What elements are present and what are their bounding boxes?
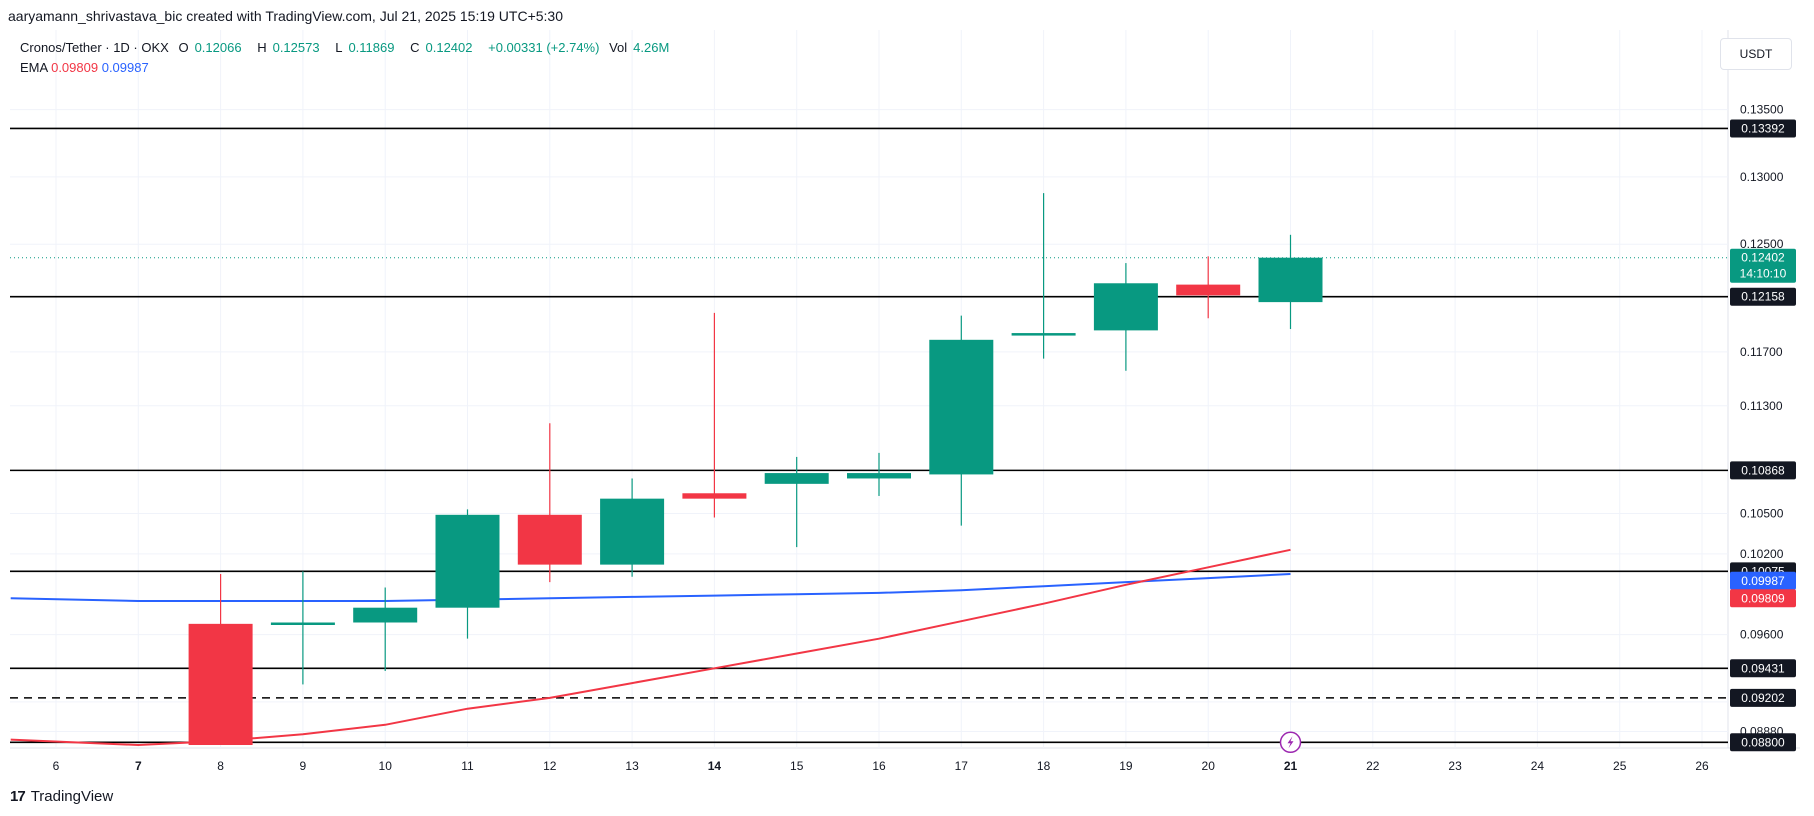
level-price-tag: 0.09431 [1741,661,1785,675]
x-tick-label: 8 [217,759,224,773]
level-price-tag-bg [1730,688,1796,707]
x-tick-label: 16 [872,759,886,773]
candle-body[interactable] [517,514,582,565]
legend-ema-fast-value: 0.09809 [51,60,99,75]
y-tick-label: 0.10200 [1740,547,1784,561]
price-chart[interactable]: 0.13500 0.13000 0.12500 0.11700 0.11300 0.105… [0,30,1814,780]
x-tick-label: 9 [300,759,307,773]
x-tick-label: 21 [1284,759,1298,773]
x-tick-label: 20 [1202,759,1216,773]
legend-close-value: 0.12402 [425,40,473,55]
ema-slow-line[interactable] [10,573,1291,602]
x-tick-label: 15 [790,759,804,773]
y-tick-label: 0.13000 [1740,170,1784,184]
candle-body[interactable] [600,498,665,565]
ema-price-tag-bg [1730,571,1796,590]
legend-open-label: O [178,40,189,55]
y-tick-label: 0.12500 [1740,237,1784,251]
chart-legend: Cronos/Tether · 1D · OKX O 0.12066 H 0.125… [20,38,681,78]
tradingview-logo-icon: 17 [10,788,26,805]
candle-body[interactable] [270,622,335,626]
x-tick-label: 17 [955,759,969,773]
x-tick-label: 7 [135,759,142,773]
y-tick-label: 0.10500 [1740,506,1784,520]
level-price-tag: 0.13392 [1741,121,1785,135]
legend-low-label: L [335,40,343,55]
candle-body[interactable] [435,514,500,608]
candle-body[interactable] [1176,284,1241,296]
ema-price-tag: 0.09987 [1741,574,1785,588]
x-tick-label: 10 [379,759,393,773]
level-price-tag-bg [1730,659,1796,678]
level-price-tag-bg [1730,733,1796,752]
x-tick-label: 26 [1695,759,1709,773]
x-tick-label: 24 [1531,759,1545,773]
legend-symbol[interactable]: Cronos/Tether · 1D · OKX [20,40,169,55]
last-price-tag: 0.12402 [1741,251,1785,265]
candle-body[interactable] [929,339,994,475]
x-tick-label: 25 [1613,759,1627,773]
tradingview-brand[interactable]: 17 TradingView [10,788,113,805]
legend-low-value: 0.11869 [348,40,395,55]
candle-body[interactable] [188,623,253,745]
last-price-tag-bg [1730,248,1796,283]
x-tick-label: 18 [1037,759,1051,773]
x-tick-label: 11 [461,759,474,773]
legend-ema-label[interactable]: EMA [20,60,48,75]
x-tick-label: 23 [1448,759,1462,773]
level-price-tag-bg [1730,119,1796,138]
level-price-tag: 0.08800 [1741,735,1785,749]
legend-high-value: 0.12573 [272,40,320,55]
legend-volume-value: 4.26M [633,40,670,55]
legend-volume-label: Vol [609,40,628,55]
y-tick-label: 0.09600 [1740,628,1784,642]
level-price-tag: 0.09202 [1741,691,1785,705]
candle-body[interactable] [764,473,829,484]
ema-price-tag: 0.09809 [1741,591,1785,605]
ema-fast-line[interactable] [10,548,1291,747]
legend-open-value: 0.12066 [194,40,242,55]
y-tick-label: 0.11300 [1740,399,1783,413]
candle-body[interactable] [353,607,418,623]
candle-body[interactable] [847,473,911,479]
level-price-tag: 0.12158 [1741,290,1785,304]
legend-change: +0.00331 (+2.74%) [488,40,600,55]
level-price-tag-bg [1730,287,1796,306]
chart-caption: aaryamann_shrivastava_bic created with T… [8,8,564,24]
level-price-tag: 0.10868 [1741,463,1785,477]
brand-label: TradingView [30,788,114,805]
lightning-glyph-icon [1287,736,1294,749]
legend-high-label: H [257,40,267,55]
x-tick-label: 12 [543,759,557,773]
candle-body[interactable] [1011,333,1076,336]
y-tick-label: 0.11700 [1740,345,1783,359]
candle-body[interactable] [1093,283,1158,331]
candle-body[interactable] [1258,257,1323,303]
legend-close-label: C [410,40,420,55]
x-tick-label: 6 [53,759,60,773]
currency-button[interactable]: USDT [1720,38,1792,70]
y-tick-label: 0.13500 [1740,103,1784,117]
ema-price-tag-bg [1730,589,1796,608]
bar-countdown: 14:10:10 [1740,267,1787,281]
x-tick-label: 19 [1119,759,1133,773]
chart-frame[interactable]: 0.13500 0.13000 0.12500 0.11700 0.11300 0.105… [0,30,1814,780]
x-tick-label: 13 [625,759,639,773]
level-price-tag-bg [1730,461,1796,480]
candle-body[interactable] [682,493,747,499]
x-tick-label: 22 [1366,759,1380,773]
legend-ema-slow-value: 0.09987 [101,60,149,75]
x-tick-label: 14 [708,759,722,773]
